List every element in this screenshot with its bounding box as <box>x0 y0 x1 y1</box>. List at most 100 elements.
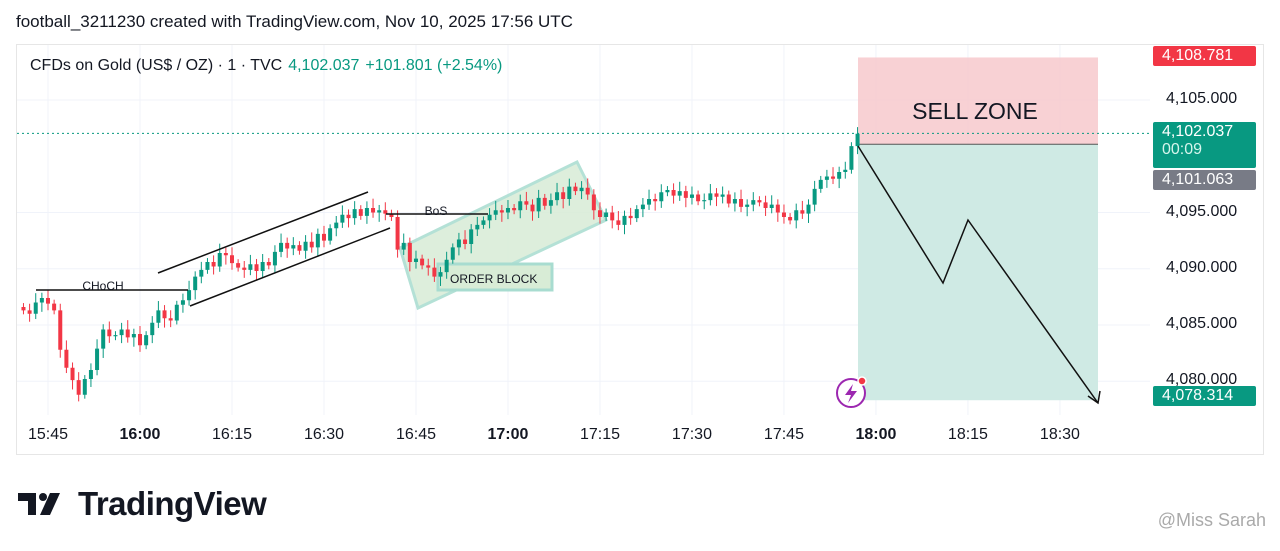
candle-body <box>763 202 768 208</box>
candle-body <box>52 303 57 311</box>
candle-body <box>702 200 707 202</box>
candle-body <box>518 201 523 211</box>
candle-body <box>223 253 228 256</box>
candle-body <box>450 247 455 260</box>
candle-body <box>131 334 136 338</box>
candle-body <box>187 290 192 301</box>
candle <box>346 209 351 228</box>
candle-body <box>88 370 93 379</box>
candle-body <box>806 204 811 214</box>
candle <box>101 324 106 358</box>
candle-body <box>843 169 848 172</box>
candle <box>76 372 81 402</box>
candle-body <box>438 272 443 277</box>
candle <box>137 326 142 352</box>
candle-body <box>383 210 388 214</box>
candle <box>732 192 737 212</box>
candle <box>837 166 842 189</box>
symbol-name: CFDs on Gold (US$ / OZ) · 1 · TVC <box>30 57 283 74</box>
candle <box>555 182 560 206</box>
candle-body <box>407 242 412 262</box>
candle-body <box>689 194 694 198</box>
candle-body <box>708 193 713 201</box>
candle-body <box>726 194 731 204</box>
candle-body <box>683 191 688 198</box>
candle <box>119 322 124 344</box>
candle <box>708 184 713 206</box>
candle-body <box>616 220 621 225</box>
candle-body <box>745 204 750 207</box>
candle <box>389 209 394 221</box>
candle-body <box>585 187 590 195</box>
time-axis-label: 18:15 <box>947 426 988 443</box>
candle <box>456 232 461 256</box>
candle-body <box>119 329 124 336</box>
candle <box>254 258 259 281</box>
candle-body <box>236 263 241 268</box>
candle <box>272 245 277 274</box>
price-axis-label: 4,090.000 <box>1166 258 1238 276</box>
candle-body <box>456 239 461 248</box>
candle-body <box>536 197 541 212</box>
candle <box>567 178 572 206</box>
candle <box>395 210 400 258</box>
candle <box>27 303 32 322</box>
candle <box>413 250 418 269</box>
price-axis-label: 4,080.000 <box>1166 371 1238 389</box>
candle <box>364 201 369 224</box>
stop-price-tag: 4,108.781 <box>1153 46 1256 66</box>
candle-body <box>33 302 38 314</box>
order-block-label: ORDER BLOCK <box>450 272 537 286</box>
candle <box>180 293 185 313</box>
candle-body <box>622 215 627 225</box>
candle <box>450 243 455 264</box>
candle-body <box>21 307 26 311</box>
candle <box>438 266 443 286</box>
candle <box>279 233 284 258</box>
last-price: 4,102.037 <box>288 57 360 74</box>
candle <box>818 175 823 193</box>
candle <box>52 299 57 315</box>
candle-body <box>156 310 161 323</box>
candle <box>499 204 504 222</box>
candle <box>683 185 688 208</box>
candle <box>39 292 44 312</box>
candle <box>524 191 529 210</box>
candle-body <box>70 367 75 381</box>
candle <box>315 228 320 257</box>
candle <box>806 199 811 223</box>
candle <box>518 194 523 219</box>
candle <box>487 208 492 229</box>
last-price-value: 4,102.037 <box>1162 123 1234 140</box>
candle-body <box>279 242 284 252</box>
candle <box>297 241 302 255</box>
candle <box>647 189 652 210</box>
last-price-tag: 4,102.037 00:09 <box>1153 122 1256 168</box>
candle-body <box>229 255 234 264</box>
candle-body <box>696 194 701 202</box>
candle-body <box>800 210 805 214</box>
candle <box>781 204 786 224</box>
candle-body <box>781 212 786 217</box>
candle-body <box>818 179 823 189</box>
tradingview-logo[interactable]: TradingView <box>18 485 267 523</box>
candle <box>726 190 731 208</box>
candle-body <box>824 176 829 180</box>
candle-body <box>58 310 63 350</box>
candle-body <box>242 267 247 270</box>
candle-body <box>604 212 609 217</box>
candle-body <box>739 199 744 207</box>
candle <box>352 201 357 225</box>
candle-body <box>309 241 314 248</box>
candle <box>82 375 87 399</box>
candle <box>628 207 633 225</box>
candle <box>426 258 431 276</box>
candle <box>211 255 216 275</box>
candle <box>573 182 578 196</box>
candle-body <box>193 276 198 291</box>
chart-frame <box>16 44 1264 455</box>
candle-body <box>401 242 406 250</box>
candle-body <box>217 253 222 267</box>
candle <box>671 183 676 204</box>
